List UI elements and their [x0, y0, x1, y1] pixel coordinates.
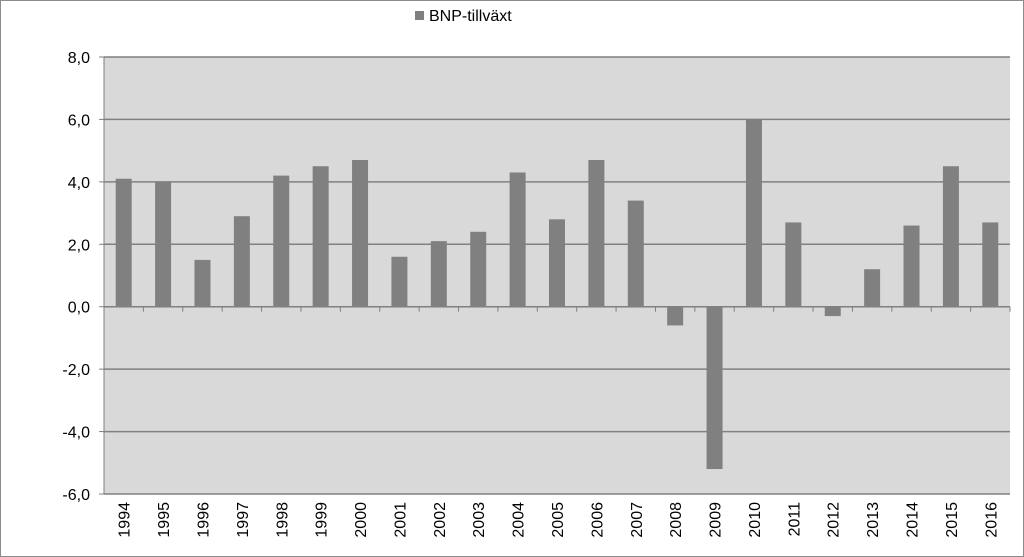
y-tick-label: 6,0	[68, 112, 90, 129]
x-tick-label: 1998	[274, 502, 291, 538]
x-tick-label: 2001	[392, 502, 409, 538]
bar-2001	[391, 256, 408, 307]
x-axis: 1994 1995 1996 1997 1998 1999 2000 2001 2002 2003…	[103, 306, 1011, 538]
y-tick-label: 2,0	[68, 237, 90, 254]
y-tick-label: -2,0	[62, 362, 90, 379]
bars	[115, 119, 999, 470]
gridlines	[104, 56, 1010, 495]
bar-2016	[982, 222, 999, 307]
bar-2011	[785, 222, 802, 307]
bar-2005	[549, 219, 565, 307]
x-tick-label: 2008	[668, 502, 685, 538]
x-tick-label: 2006	[589, 502, 606, 538]
bar-2014	[903, 225, 920, 307]
bar-2009	[706, 306, 723, 470]
bar-1998	[273, 175, 290, 307]
y-axis: 8,0 6,0 4,0 2,0 0,0 -2,0 -4,0 -6,0	[62, 50, 105, 504]
y-tick-label: 0,0	[68, 300, 90, 317]
bar-2015	[942, 166, 959, 307]
bar-1997	[233, 216, 250, 307]
x-tick-label: 2004	[511, 502, 528, 538]
x-tick-label: 2016	[983, 502, 1000, 538]
y-tick-label: -6,0	[62, 487, 90, 504]
x-tick-label: 1996	[195, 502, 212, 538]
x-tick-label: 2000	[353, 502, 370, 538]
bar-2004	[509, 172, 526, 307]
x-tick-label: 2011	[786, 502, 803, 537]
x-tick-label: 2014	[905, 502, 922, 538]
x-tick-label: 1997	[235, 502, 252, 538]
x-tick-label: 1994	[117, 502, 134, 538]
bar-2000	[352, 160, 369, 307]
bar-2002	[430, 241, 447, 307]
bar-1995	[155, 181, 172, 307]
bar-2008	[667, 306, 684, 326]
bar-2003	[470, 231, 487, 307]
legend: BNP-tillväxt	[415, 8, 512, 25]
x-tick-label: 2010	[747, 502, 764, 538]
y-tick-label: -4,0	[62, 425, 90, 442]
x-tick-label: 2013	[865, 502, 882, 538]
legend-swatch	[415, 11, 424, 20]
bar-1996	[194, 259, 211, 307]
bar-2007	[627, 200, 644, 307]
bar-1994	[115, 178, 132, 307]
x-tick-label: 1995	[156, 502, 173, 538]
y-tick-label: 4,0	[68, 175, 90, 192]
x-tick-label: 2002	[432, 502, 449, 538]
x-tick-label: 2012	[826, 502, 843, 538]
x-tick-label: 2015	[944, 502, 961, 538]
bar-1999	[312, 166, 329, 307]
bar-2013	[864, 269, 881, 307]
legend-label: BNP-tillväxt	[429, 8, 512, 25]
x-tick-label: 2003	[471, 502, 488, 538]
x-tick-label: 2005	[550, 502, 567, 538]
x-tick-label: 1999	[314, 502, 331, 538]
y-tick-label: 8,0	[68, 50, 90, 67]
bar-2006	[588, 160, 605, 307]
x-tick-label: 2007	[629, 502, 646, 538]
x-tick-label: 2009	[708, 502, 725, 538]
bar-2010	[745, 119, 762, 307]
bar-2012	[824, 306, 841, 317]
